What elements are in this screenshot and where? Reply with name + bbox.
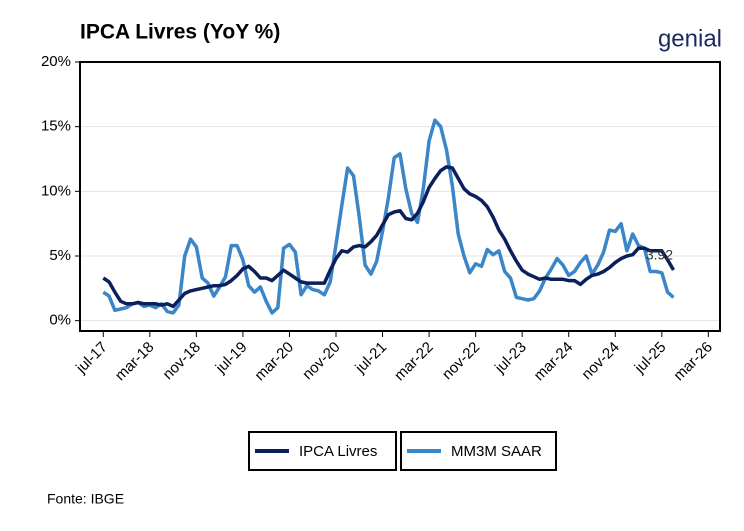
data-label: 3.92: [646, 247, 673, 263]
x-tick-label: mar-18: [112, 339, 158, 385]
legend: IPCA Livres MM3M SAAR: [248, 431, 557, 471]
x-tick-label: mar-22: [391, 339, 437, 385]
legend-label: IPCA Livres: [299, 443, 377, 460]
series-line: [102, 118, 675, 315]
source: Fonte: IBGE: [47, 491, 124, 507]
chart-title: IPCA Livres (YoY %): [80, 21, 280, 44]
x-tick-label: mar-24: [531, 339, 577, 385]
x-tick-label: mar-26: [670, 339, 716, 385]
y-tick-label: 10%: [41, 182, 71, 199]
x-tick-label: jul-21: [352, 339, 391, 378]
plot-frame: [79, 61, 721, 332]
legend-label: MM3M SAAR: [451, 443, 542, 460]
x-tick-label: jul-23: [491, 339, 530, 378]
x-tick-label: nov-20: [299, 339, 343, 383]
y-tick-label: 20%: [41, 53, 71, 70]
x-tick-label: nov-22: [439, 339, 483, 383]
logo: genial: [658, 25, 722, 52]
y-tick-label: 0%: [49, 312, 71, 329]
x-tick-label: nov-18: [160, 339, 204, 383]
x-tick-label: mar-20: [251, 339, 297, 385]
x-tick-label: nov-24: [578, 339, 622, 383]
x-tick-label: jul-17: [72, 339, 111, 378]
x-tick-label: jul-25: [631, 339, 670, 378]
y-tick-label: 5%: [49, 247, 71, 264]
y-tick-label: 15%: [41, 118, 71, 135]
series-line: [102, 165, 676, 309]
x-tick-label: jul-19: [212, 339, 251, 378]
